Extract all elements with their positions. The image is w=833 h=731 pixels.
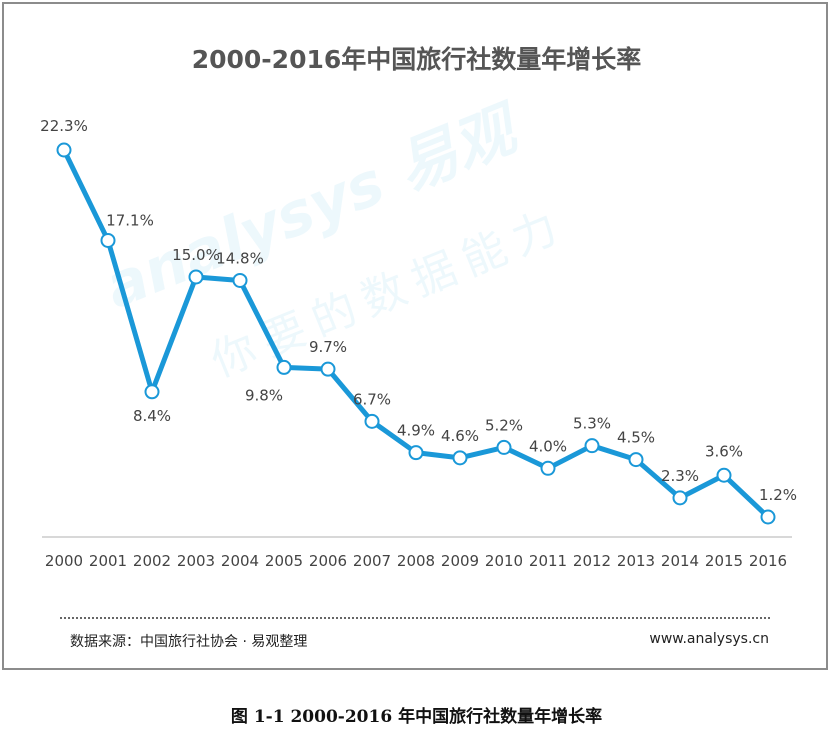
series-line — [61, 148, 770, 519]
x-tick-label-2003: 2003 — [177, 552, 215, 570]
x-tick-label-2014: 2014 — [661, 552, 699, 570]
x-tick-label-2001: 2001 — [89, 552, 127, 570]
x-tick-label-2005: 2005 — [265, 552, 303, 570]
chart-title: 2000-2016年中国旅行社数量年增长率 — [191, 45, 642, 74]
x-tick-label-2010: 2010 — [485, 552, 523, 570]
data-point-2004 — [232, 272, 248, 288]
x-tick-label-2011: 2011 — [529, 552, 567, 570]
data-label-2007: 6.7% — [353, 390, 391, 408]
data-point-2000 — [56, 142, 72, 158]
x-tick-label-2004: 2004 — [221, 552, 259, 570]
x-tick-label-2006: 2006 — [309, 552, 347, 570]
x-tick-label-2013: 2013 — [617, 552, 655, 570]
data-label-2016: 1.2% — [759, 486, 797, 504]
data-source: 数据来源：中国旅行社协会 · 易观整理 — [70, 634, 308, 650]
data-label-2008: 4.9% — [397, 422, 435, 440]
data-label-2015: 3.6% — [705, 442, 743, 460]
data-point-2014 — [672, 490, 688, 506]
data-point-2007 — [364, 413, 380, 429]
data-point-2011 — [540, 460, 556, 476]
data-label-2006: 9.7% — [309, 338, 347, 356]
figure-caption: 图 1-1 2000-2016 年中国旅行社数量年增长率 — [230, 707, 603, 727]
x-tick-label-2002: 2002 — [133, 552, 171, 570]
data-label-2003: 15.0% — [172, 246, 220, 264]
data-label-2009: 4.6% — [441, 427, 479, 445]
data-point-2016 — [760, 509, 776, 525]
data-point-2005 — [276, 359, 292, 375]
data-point-2012 — [584, 438, 600, 454]
data-point-2013 — [628, 452, 644, 468]
x-tick-label-2008: 2008 — [397, 552, 435, 570]
data-point-2015 — [716, 467, 732, 483]
data-label-2013: 4.5% — [617, 429, 655, 447]
data-point-2010 — [496, 439, 512, 455]
data-point-2003 — [188, 269, 204, 285]
data-label-2001: 17.1% — [106, 211, 154, 229]
data-label-2014: 2.3% — [661, 467, 699, 485]
data-point-2001 — [100, 232, 116, 248]
website-link[interactable]: www.analysys.cn — [649, 631, 769, 647]
data-label-2005: 9.8% — [245, 386, 283, 404]
footer-divider — [60, 617, 770, 619]
data-point-2009 — [452, 450, 468, 466]
data-label-2011: 4.0% — [529, 437, 567, 455]
data-label-2012: 5.3% — [573, 415, 611, 433]
data-point-2008 — [408, 445, 424, 461]
data-label-2010: 5.2% — [485, 416, 523, 434]
x-tick-label-2000: 2000 — [45, 552, 83, 570]
chart-frame — [2, 2, 828, 670]
data-label-2002: 8.4% — [133, 407, 171, 425]
x-tick-label-2007: 2007 — [353, 552, 391, 570]
x-tick-label-2016: 2016 — [749, 552, 787, 570]
data-label-2000: 22.3% — [40, 117, 88, 135]
data-point-2006 — [320, 361, 336, 377]
data-label-2004: 14.8% — [216, 249, 264, 267]
x-tick-label-2009: 2009 — [441, 552, 479, 570]
x-tick-label-2015: 2015 — [705, 552, 743, 570]
data-point-2002 — [144, 384, 160, 400]
x-tick-label-2012: 2012 — [573, 552, 611, 570]
